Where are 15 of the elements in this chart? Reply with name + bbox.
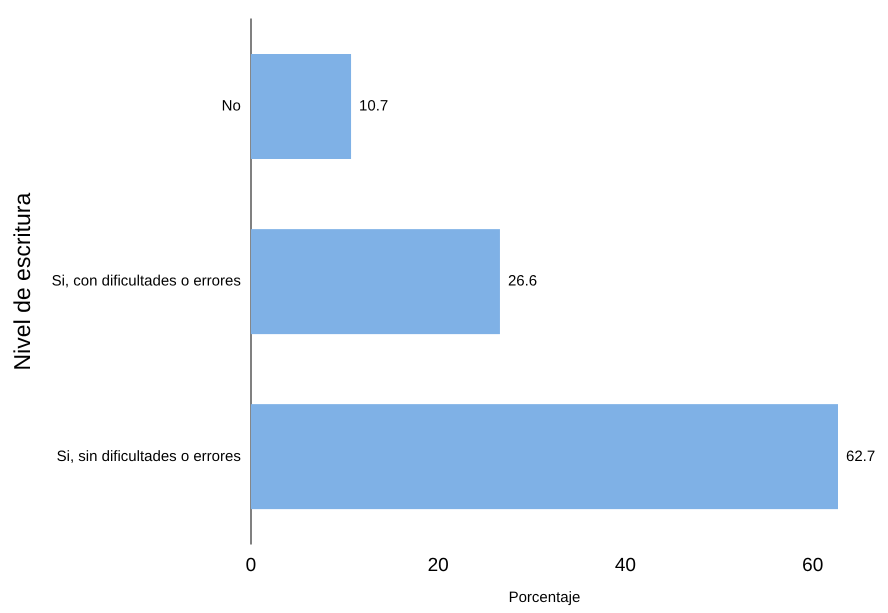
x-tick-label: 0 bbox=[246, 554, 256, 576]
y-tick-label: Si, sin dificultades o errores bbox=[56, 448, 241, 465]
y-tick-label: Si, con dificultades o errores bbox=[52, 272, 241, 290]
bar bbox=[250, 229, 500, 334]
x-tick-label: 60 bbox=[802, 554, 824, 576]
data-label: 62.7 bbox=[846, 448, 876, 465]
y-tick-label: No bbox=[222, 98, 241, 115]
bar bbox=[250, 54, 352, 160]
data-label: 10.7 bbox=[359, 98, 388, 115]
x-tick-label: 40 bbox=[614, 554, 636, 576]
data-label: 26.6 bbox=[508, 272, 538, 290]
bar bbox=[250, 404, 838, 510]
y-axis-title: Nivel de escritura bbox=[9, 192, 36, 370]
x-axis-title: Porcentaje bbox=[508, 589, 580, 606]
x-tick-label: 20 bbox=[428, 554, 449, 576]
